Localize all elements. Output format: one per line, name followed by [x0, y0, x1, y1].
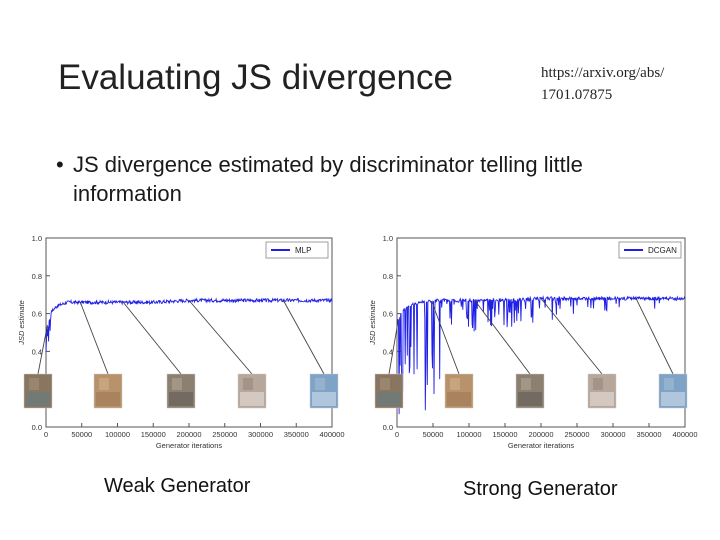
y-tick-label: 1.0 — [383, 234, 393, 243]
y-tick-label: 0.6 — [383, 310, 393, 319]
y-axis-label: JSD estimate — [17, 300, 26, 346]
generated-sample-thumbnail — [166, 373, 196, 409]
x-tick-label: 0 — [395, 430, 399, 439]
generated-sample-thumbnail — [93, 373, 123, 409]
series-line-dcgan — [396, 295, 686, 415]
x-tick-label: 150000 — [141, 430, 166, 439]
reference-link[interactable]: https://arxiv.org/abs/ 1701.07875 — [541, 62, 664, 106]
generated-sample-thumbnail — [237, 373, 267, 409]
thumbnail-lower-region — [661, 392, 685, 406]
sample-connector-line — [282, 300, 325, 375]
thumbnail-lower-region — [377, 392, 401, 406]
thumbnail-upper-region — [664, 378, 674, 390]
bullet-dot-icon: • — [56, 152, 64, 177]
x-axis-label: Generator iterations — [508, 441, 575, 450]
y-tick-label: 0.8 — [383, 272, 393, 281]
x-tick-label: 300000 — [600, 430, 625, 439]
x-tick-label: 200000 — [528, 430, 553, 439]
legend-box — [618, 241, 682, 259]
generated-sample-thumbnail — [587, 373, 617, 409]
reference-url-line2: 1701.07875 — [541, 87, 613, 103]
y-tick-label: 0.0 — [383, 423, 393, 432]
x-tick-label: 0 — [44, 430, 48, 439]
thumbnail-lower-region — [447, 392, 471, 406]
thumbnail-lower-region — [240, 392, 264, 406]
reference-url-line1: https://arxiv.org/abs/ — [541, 65, 665, 81]
thumbnail-upper-region — [315, 378, 325, 390]
sample-connector-line — [540, 298, 603, 375]
mlp-jsd-chart: 0.00.20.40.60.81.00500001000001500002000… — [17, 234, 345, 450]
x-tick-label: 50000 — [71, 430, 92, 439]
y-tick-label: 1.0 — [32, 234, 42, 243]
thumbnail-upper-region — [29, 378, 39, 390]
thumbnail-upper-region — [521, 378, 531, 390]
sample-connector-line — [79, 302, 109, 375]
x-axis-label: Generator iterations — [156, 441, 223, 450]
mlp-chart-panel: 0.00.20.40.60.81.00500001000001500002000… — [10, 226, 360, 466]
thumbnail-lower-region — [518, 392, 542, 406]
y-tick-label: 0.8 — [32, 272, 42, 281]
thumbnail-lower-region — [312, 392, 336, 406]
y-tick-label: 0.4 — [32, 347, 42, 356]
x-tick-label: 400000 — [319, 430, 344, 439]
sample-connector-line — [635, 298, 674, 375]
y-axis-label: JSD estimate — [368, 300, 377, 346]
generated-sample-thumbnail — [658, 373, 688, 409]
bullet-text: JS divergence estimated by discriminator… — [73, 152, 583, 206]
thumbnail-upper-region — [99, 378, 109, 390]
slide-title: Evaluating JS divergence — [58, 58, 453, 97]
thumbnail-upper-region — [380, 378, 390, 390]
x-tick-label: 350000 — [636, 430, 661, 439]
x-tick-label: 100000 — [456, 430, 481, 439]
x-tick-label: 350000 — [284, 430, 309, 439]
caption-weak-generator: Weak Generator — [104, 475, 251, 497]
x-tick-label: 250000 — [212, 430, 237, 439]
x-tick-label: 250000 — [564, 430, 589, 439]
y-tick-label: 0.4 — [383, 347, 393, 356]
x-tick-label: 100000 — [105, 430, 130, 439]
sample-connector-line — [188, 300, 253, 375]
thumbnail-lower-region — [26, 392, 50, 406]
thumbnail-lower-region — [590, 392, 614, 406]
legend-box — [265, 241, 329, 259]
x-tick-label: 50000 — [423, 430, 444, 439]
x-tick-label: 200000 — [176, 430, 201, 439]
thumbnail-upper-region — [593, 378, 603, 390]
y-tick-label: 0.6 — [32, 310, 42, 319]
bullet-item: • JS divergence estimated by discriminat… — [56, 150, 676, 208]
caption-strong-generator: Strong Generator — [463, 478, 618, 500]
dcgan-chart-panel: 0.00.20.40.60.81.00500001000001500002000… — [363, 226, 698, 466]
x-tick-label: 300000 — [248, 430, 273, 439]
x-tick-label: 400000 — [672, 430, 697, 439]
x-tick-label: 150000 — [492, 430, 517, 439]
thumbnail-upper-region — [450, 378, 460, 390]
dcgan-jsd-chart: 0.00.20.40.60.81.00500001000001500002000… — [368, 234, 698, 450]
y-tick-label: 0.0 — [32, 423, 42, 432]
thumbnail-lower-region — [96, 392, 120, 406]
sample-connector-line — [388, 319, 399, 375]
thumbnail-upper-region — [243, 378, 253, 390]
sample-connector-line — [431, 300, 460, 375]
sample-connector-line — [474, 300, 531, 375]
thumbnail-upper-region — [172, 378, 182, 390]
generated-sample-thumbnail — [444, 373, 474, 409]
sample-connector-line — [37, 324, 48, 375]
generated-sample-thumbnail — [374, 373, 404, 409]
legend-label: DCGAN — [648, 246, 677, 255]
generated-sample-thumbnail — [515, 373, 545, 409]
sample-connector-line — [122, 301, 182, 375]
legend-label: MLP — [295, 246, 311, 255]
generated-sample-thumbnail — [23, 373, 53, 409]
generated-sample-thumbnail — [309, 373, 339, 409]
thumbnail-lower-region — [169, 392, 193, 406]
